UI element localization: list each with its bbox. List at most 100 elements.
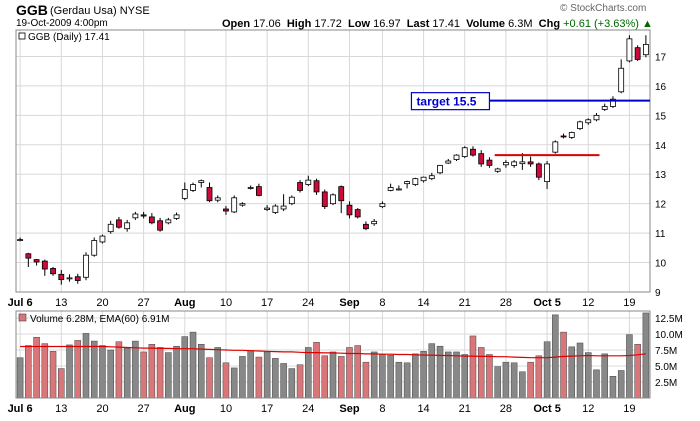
candle (478, 150, 485, 167)
candle (255, 183, 262, 197)
down-candle-body (321, 191, 328, 208)
volume-bar-up (66, 344, 73, 399)
up-candle-body (519, 161, 526, 165)
volume-x-tick-label: 8 (379, 403, 385, 415)
up-candle-body (247, 187, 254, 189)
up-candle-body (91, 240, 98, 256)
price-y-tick-label: 16 (655, 82, 667, 93)
candle (618, 59, 625, 94)
candle (17, 237, 24, 242)
price-panel: 9 10 11 12 13 14 15 16 17 GGB (Daily) 17.41 target… (8, 29, 667, 309)
candle (346, 201, 353, 219)
down-candle-body (313, 180, 320, 193)
candle (272, 204, 279, 214)
candle (41, 259, 48, 276)
company-label: (Gerdau Usa) (50, 5, 117, 17)
quote-summary: Open 17.06 High 17.72 Low 16.97 Last 17.… (222, 18, 653, 30)
candle (610, 96, 616, 109)
price-x-tick-label: 24 (302, 297, 314, 309)
candle (511, 160, 518, 168)
volume-bar-up (453, 351, 460, 399)
volume-bar-down (321, 355, 329, 399)
up-candle-body (198, 180, 205, 183)
candle (560, 133, 567, 139)
volume-x-tick-label: 13 (55, 403, 67, 415)
volume-bar-up (370, 351, 378, 399)
high-label: High (286, 18, 312, 30)
volume-bar-up (420, 351, 427, 399)
volume-bar-up (502, 361, 510, 399)
candle (527, 156, 534, 167)
candle (544, 161, 550, 189)
candle (247, 185, 254, 190)
price-y-tick-label: 11 (655, 229, 666, 240)
price-x-tick-label: 10 (220, 297, 232, 309)
up-candle-body (568, 132, 575, 138)
volume-bar-up (626, 334, 633, 399)
down-candle-body (33, 259, 40, 263)
price-y-tick-label: 17 (655, 52, 667, 63)
candle (585, 118, 592, 125)
candle (231, 195, 238, 214)
up-candle-body (552, 141, 559, 153)
exchange-label: NYSE (119, 5, 150, 17)
volume-x-tick-label: 27 (137, 403, 149, 415)
candle (157, 217, 163, 232)
up-candle-body (618, 67, 625, 93)
volume-bar-up (494, 366, 501, 399)
volume-x-tick-label: 14 (417, 403, 429, 415)
down-candle-body (527, 161, 534, 165)
candle (116, 216, 122, 229)
candle (305, 175, 312, 187)
price-x-tick-label: 19 (623, 297, 635, 309)
volume-bar-down (148, 344, 156, 399)
volume-bar-up (90, 340, 98, 399)
volume-bar-up (132, 340, 139, 399)
volume-value: 6.3M (508, 18, 533, 30)
candle (99, 234, 106, 244)
up-candle-body (99, 235, 106, 243)
up-candle-body (173, 214, 180, 219)
volume-bar-up (189, 331, 197, 399)
candle (338, 185, 345, 214)
volume-ema-line (20, 345, 646, 359)
target-label-text: target 15.5 (416, 95, 476, 109)
candle (288, 195, 295, 206)
down-candle-body (535, 163, 542, 178)
up-candle-body (453, 154, 460, 160)
last-label: Last (406, 18, 430, 30)
up-candle-body (601, 106, 608, 110)
volume-bar-up (214, 347, 221, 399)
volume-y-tick-label: 10.0M (655, 330, 683, 341)
volume-bar-up (543, 341, 551, 399)
candle (313, 178, 320, 195)
price-legend-label: GGB (Daily) 17.41 (28, 32, 110, 43)
candle (354, 208, 361, 219)
volume-bar-up (247, 350, 254, 399)
volume-y-tick-label: 5.0M (655, 362, 677, 373)
volume-bar-up (461, 354, 468, 399)
price-x-tick-label: 27 (137, 297, 149, 309)
down-candle-body (560, 135, 567, 138)
candle (626, 35, 633, 63)
volume-bar-down (206, 357, 213, 399)
candle (83, 252, 89, 281)
volume-x-tick-label: 12 (582, 403, 594, 415)
volume-bar-up (609, 376, 617, 399)
volume-x-tick-label: 19 (623, 403, 635, 415)
candle (371, 218, 378, 226)
price-y-tick-label: 13 (655, 170, 667, 181)
down-candle-body (470, 148, 476, 156)
candle (568, 131, 575, 139)
candle (25, 252, 32, 267)
candle (214, 195, 221, 203)
up-candle-body (395, 188, 402, 191)
candle (535, 162, 542, 181)
volume-bar-up (239, 356, 246, 399)
up-candle-body (503, 162, 509, 166)
stockcharts-brand: © StockCharts.com (560, 3, 647, 14)
down-candle-body (50, 268, 56, 275)
up-candle-body (280, 205, 287, 210)
price-y-tick-label: 14 (655, 141, 667, 152)
volume-bar-down (49, 351, 57, 399)
